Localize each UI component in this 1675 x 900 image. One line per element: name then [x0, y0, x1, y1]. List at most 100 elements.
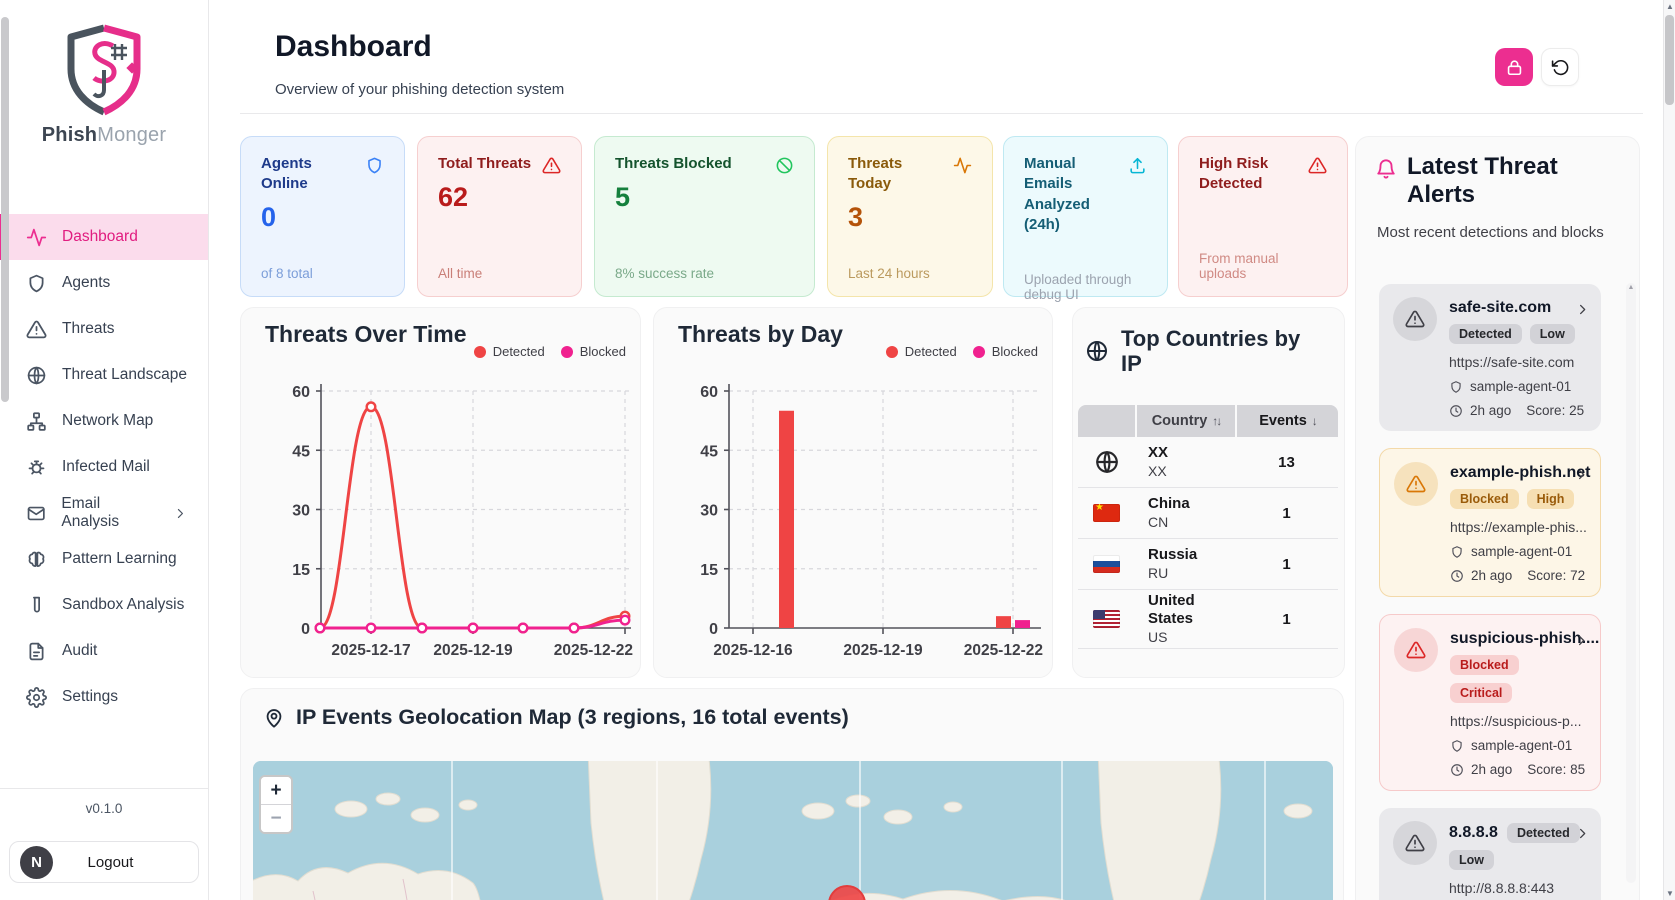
- refresh-button[interactable]: [1541, 48, 1579, 86]
- scroll-up-arrow[interactable]: ▲: [1666, 2, 1674, 11]
- flag-cn: [1093, 504, 1120, 522]
- warning-icon: [26, 319, 47, 340]
- phishmonger-logo: [61, 24, 147, 116]
- alert-name: safe-site.com: [1449, 299, 1552, 316]
- chart-legend: Detected Blocked: [885, 344, 1038, 359]
- network-icon: [26, 411, 47, 432]
- events-column-header[interactable]: Events ↓: [1235, 405, 1338, 437]
- sidebar-item-settings[interactable]: Settings: [0, 674, 208, 720]
- data-point: [365, 401, 377, 413]
- refresh-icon: [1551, 58, 1570, 77]
- sidebar-item-label: Dashboard: [62, 228, 138, 245]
- sidebar-item-label: Threats: [62, 320, 115, 337]
- stat-subtitle: Uploaded through debug UI: [1024, 272, 1132, 302]
- country-name: United States: [1148, 591, 1195, 628]
- country-name: China: [1148, 494, 1190, 512]
- zoom-in-button[interactable]: +: [261, 777, 291, 804]
- alert-url: https://suspicious-p...: [1450, 713, 1582, 729]
- stat-card-total-threats: Total Threats 62 All time: [417, 136, 582, 297]
- zoom-out-button[interactable]: −: [261, 804, 291, 832]
- chevron-right-icon: [1575, 826, 1590, 841]
- country-events: 1: [1282, 555, 1291, 573]
- sidebar-item-audit[interactable]: Audit: [0, 628, 208, 674]
- map-event-marker: [828, 885, 866, 900]
- legend-item-blocked[interactable]: Blocked: [560, 344, 626, 359]
- sidebar-item-pattern-learning[interactable]: Pattern Learning: [0, 536, 208, 582]
- y-tick-label: 45: [700, 443, 718, 460]
- alerts-header: Latest Threat Alerts: [1375, 153, 1572, 208]
- page-scrollbar-thumb[interactable]: [1665, 15, 1674, 105]
- tube-icon: [26, 595, 47, 616]
- countries-table-header: Country ↑↓ Events ↓: [1078, 405, 1338, 437]
- shield-icon: [1450, 739, 1464, 753]
- logout-label: Logout: [87, 853, 134, 871]
- alert-card-suspicious-phish[interactable]: suspicious-phish.... Blocked Critical htt…: [1379, 614, 1601, 791]
- y-tick-label: 0: [301, 621, 310, 638]
- warning-icon: [1405, 309, 1425, 329]
- alert-card-example-phish-net[interactable]: example-phish.net Blocked High https://ex…: [1379, 448, 1601, 597]
- mail-icon: [26, 503, 46, 524]
- page-scrollbar[interactable]: ▲ ▼: [1663, 0, 1675, 900]
- warning-icon: [1405, 833, 1425, 853]
- sidebar-item-network-map[interactable]: Network Map: [0, 398, 208, 444]
- x-tick-label: 2025-12-22: [554, 642, 633, 659]
- sidebar-item-infected-mail[interactable]: Infected Mail: [0, 444, 208, 490]
- data-point: [619, 614, 631, 626]
- bell-icon: [1375, 158, 1397, 180]
- top-countries-title: Top Countries by IP: [1121, 326, 1301, 377]
- sidebar-item-agents[interactable]: Agents: [0, 260, 208, 306]
- sidebar-item-threat-landscape[interactable]: Threat Landscape: [0, 352, 208, 398]
- alert-name: example-phish.net: [1450, 464, 1591, 481]
- country-events: 1: [1282, 504, 1291, 522]
- sort-both-icon: ↑↓: [1212, 414, 1222, 428]
- shield-icon: [1449, 380, 1463, 394]
- alert-agent: sample-agent-01: [1471, 738, 1573, 753]
- logout-button[interactable]: N Logout: [9, 841, 199, 883]
- scroll-down-arrow[interactable]: ▼: [1666, 889, 1674, 898]
- y-tick-label: 30: [292, 503, 310, 520]
- country-events: 1: [1282, 610, 1291, 628]
- stat-subtitle: 8% success rate: [615, 266, 715, 281]
- shield-icon: [365, 156, 384, 175]
- app-version: v0.1.0: [85, 801, 123, 816]
- sidebar-item-threats[interactable]: Threats: [0, 306, 208, 352]
- sidebar-item-label: Email Analysis: [61, 495, 120, 530]
- brand-name: PhishMonger: [41, 124, 167, 146]
- y-tick-label: 30: [700, 503, 718, 520]
- bar-detected: [996, 616, 1011, 628]
- legend-item-blocked[interactable]: Blocked: [972, 344, 1038, 359]
- severity-badge: Critical: [1450, 683, 1513, 703]
- alerts-scrollbar-thumb[interactable]: [1, 17, 9, 402]
- chevron-right-icon: [1574, 633, 1589, 648]
- alert-card-safe-site-com[interactable]: safe-site.com Detected Low https://safe-s…: [1379, 284, 1601, 431]
- sidebar-item-email-analysis[interactable]: Email Analysis: [0, 490, 208, 536]
- alert-score: Score: 85: [1527, 762, 1586, 777]
- legend-item-detected[interactable]: Detected: [885, 344, 957, 359]
- x-tick-label: 2025-12-16: [713, 642, 793, 659]
- globe-icon: [1085, 339, 1109, 363]
- sidebar-item-dashboard[interactable]: Dashboard: [0, 214, 208, 260]
- scroll-up-arrow[interactable]: ▲: [1627, 284, 1635, 291]
- page-subtitle: Overview of your phishing detection syst…: [275, 81, 565, 98]
- country-events: 13: [1278, 453, 1295, 471]
- warning-icon: [1406, 640, 1426, 660]
- legend-item-detected[interactable]: Detected: [473, 344, 545, 359]
- stat-value: 62: [438, 182, 469, 212]
- sidebar-item-sandbox-analysis[interactable]: Sandbox Analysis: [0, 582, 208, 628]
- stat-value: [1199, 202, 1327, 232]
- sidebar-item-label: Sandbox Analysis: [62, 596, 185, 613]
- table-row: XX XX 13: [1078, 437, 1338, 488]
- x-tick-label: 2025-12-17: [331, 642, 410, 659]
- alerts-scrollbar[interactable]: ▲: [1626, 283, 1636, 883]
- lock-button[interactable]: [1495, 48, 1533, 86]
- y-tick-label: 60: [700, 384, 718, 401]
- alert-time: 2h ago: [1470, 403, 1512, 418]
- sidebar-item-label: Audit: [62, 642, 98, 659]
- legend-dot: [473, 345, 486, 358]
- map-tiles: [253, 761, 1333, 900]
- stat-title: Agents Online: [261, 155, 312, 193]
- map[interactable]: + −: [253, 761, 1333, 900]
- country-column-header[interactable]: Country ↑↓: [1135, 405, 1235, 437]
